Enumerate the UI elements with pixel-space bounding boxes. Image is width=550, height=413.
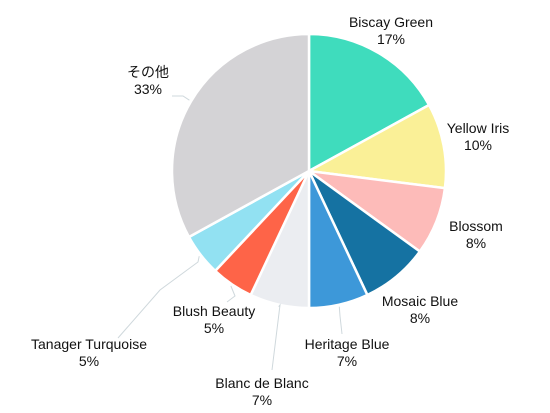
leader-line bbox=[117, 256, 200, 339]
slice-percent-label: 10% bbox=[464, 137, 492, 153]
leader-line bbox=[226, 285, 236, 303]
slice-name-label: Tanager Turquoise bbox=[31, 336, 147, 352]
slice-percent-label: 8% bbox=[466, 235, 486, 251]
slice-percent-label: 5% bbox=[79, 353, 99, 369]
slice-percent-label: 7% bbox=[337, 353, 357, 369]
slice-percent-label: 33% bbox=[134, 81, 162, 97]
leader-line bbox=[338, 306, 343, 335]
slice-percent-label: 7% bbox=[252, 392, 272, 408]
slice-name-label: Heritage Blue bbox=[305, 336, 390, 352]
slice-name-label: Yellow Iris bbox=[447, 120, 510, 136]
slice-name-label: Mosaic Blue bbox=[382, 293, 458, 309]
slice-name-label: Blossom bbox=[449, 218, 503, 234]
pie-slice-yellow-iris bbox=[307, 103, 448, 190]
slice-percent-label: 5% bbox=[204, 320, 224, 336]
slice-percent-label: 8% bbox=[410, 310, 430, 326]
leader-line bbox=[271, 303, 281, 371]
slice-name-label: Blush Beauty bbox=[173, 303, 256, 319]
leader-line bbox=[172, 95, 190, 101]
pie-slice-その他 bbox=[170, 32, 311, 239]
pie-slices bbox=[170, 32, 448, 310]
slice-name-label: Blanc de Blanc bbox=[215, 375, 308, 391]
slice-percent-label: 17% bbox=[377, 31, 405, 47]
slice-name-label: Biscay Green bbox=[349, 14, 433, 30]
pie-slice-biscay-green bbox=[307, 32, 431, 173]
leader-lines bbox=[117, 95, 343, 371]
slice-name-label: その他 bbox=[127, 64, 169, 80]
